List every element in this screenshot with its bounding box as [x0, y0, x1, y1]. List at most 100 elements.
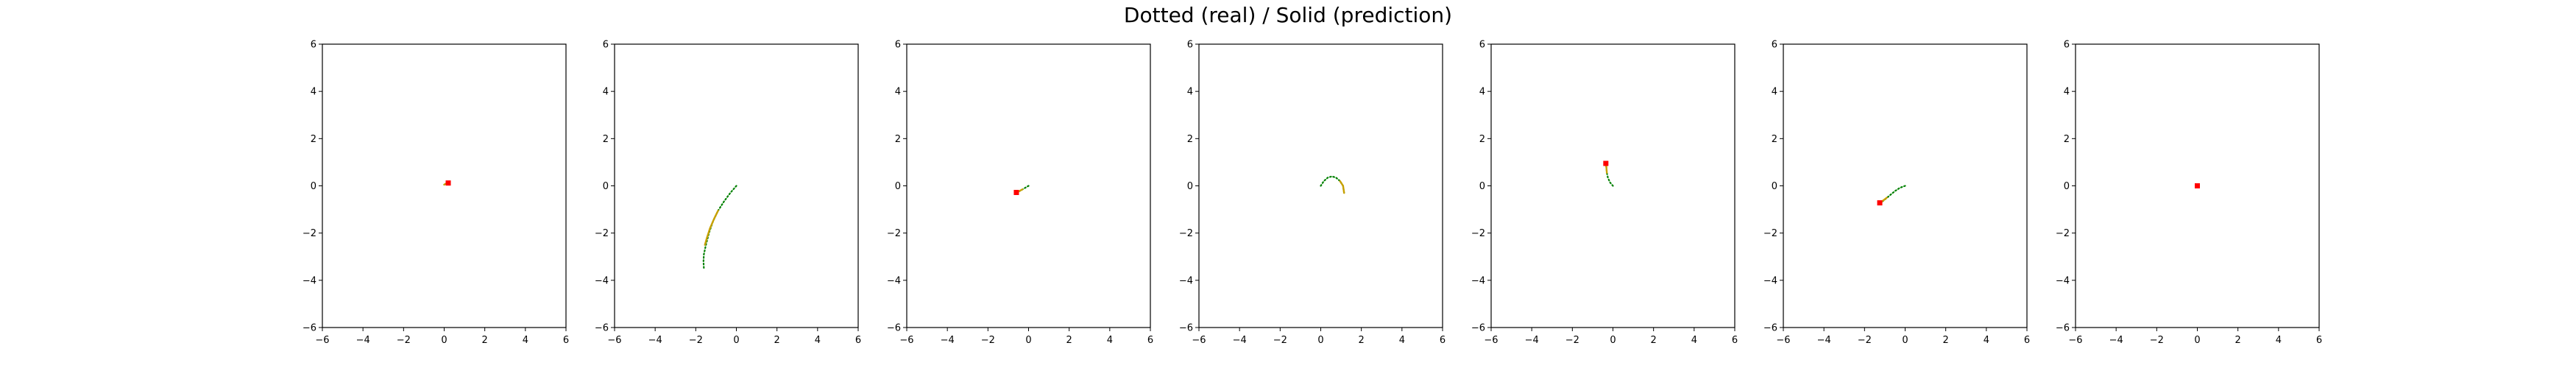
y-tick-label: 4: [2064, 87, 2070, 98]
y-tick-label: −4: [887, 275, 901, 286]
y-tick-label: −4: [595, 275, 609, 286]
x-tick-label: −4: [941, 335, 955, 346]
x-tick-label: 6: [1732, 335, 1738, 346]
y-tick-label: 6: [1772, 40, 1777, 51]
y-tick-label: 4: [1479, 87, 1485, 98]
x-tick-label: 0: [733, 335, 739, 346]
x-tick-label: 0: [2194, 335, 2200, 346]
x-tick-label: 2: [1651, 335, 1657, 346]
x-tick-label: 4: [2276, 335, 2282, 346]
subplot-1: −6 −4 −2 0 2 4 6 −6 −4 −2 0 2 4 6: [302, 40, 569, 347]
x-tick-label: −2: [397, 335, 411, 346]
y-tick-label: −6: [1179, 323, 1193, 334]
y-tick-label: −6: [1471, 323, 1485, 334]
x-tick-label: 6: [1440, 335, 1446, 346]
y-tick-label: 2: [2064, 134, 2070, 145]
y-tick-label: 4: [603, 87, 609, 98]
x-tick-label: 0: [1025, 335, 1031, 346]
x-tick-label: 2: [1359, 335, 1365, 346]
y-tick-label: −6: [302, 323, 316, 334]
y-tick-label: −4: [1179, 275, 1193, 286]
x-tick-label: −2: [2150, 335, 2164, 346]
real-trajectory-line: [702, 185, 737, 269]
x-tick-label: 4: [1107, 335, 1113, 346]
y-tick-label: 4: [1187, 87, 1193, 98]
y-tick-label: 4: [311, 87, 316, 98]
subplot-2: −6 −4 −2 0 2 4 6 −6 −4 −2 0 2 4 6: [595, 40, 861, 347]
x-tick-label: 6: [2024, 335, 2030, 346]
y-tick-label: −2: [2056, 228, 2070, 239]
y-tick-label: 0: [1479, 181, 1485, 192]
x-tick-label: −4: [648, 335, 662, 346]
x-tick-label: 2: [1066, 335, 1072, 346]
y-tick-label: −6: [2056, 323, 2070, 334]
x-tick-label: 0: [441, 335, 447, 346]
y-tick-label: 2: [1187, 134, 1193, 145]
subplot-3: −6 −4 −2 0 2 4 6 −6 −4 −2 0 2 4 6: [887, 40, 1153, 347]
predicted-trajectory-line: [1339, 180, 1345, 194]
y-tick-label: −6: [1763, 323, 1777, 334]
x-tick-label: −6: [1192, 335, 1206, 346]
y-tick-label: 2: [603, 134, 609, 145]
x-tick-label: 2: [774, 335, 780, 346]
y-tick-label: 2: [1479, 134, 1485, 145]
subplot-5: −6 −4 −2 0 2 4 6 −6 −4 −2 0 2 4 6: [1471, 40, 1738, 347]
x-tick-label: −2: [1858, 335, 1872, 346]
x-tick-label: 4: [1691, 335, 1697, 346]
x-tick-label: −4: [1233, 335, 1247, 346]
y-tick-label: 0: [311, 181, 316, 192]
x-tick-label: 4: [815, 335, 821, 346]
y-tick-label: 0: [895, 181, 901, 192]
y-tick-label: 0: [2064, 181, 2070, 192]
x-tick-label: 2: [482, 335, 488, 346]
x-tick-label: −6: [1776, 335, 1790, 346]
x-tick-label: −6: [2068, 335, 2082, 346]
y-tick-label: 4: [1772, 87, 1777, 98]
x-tick-label: −2: [689, 335, 703, 346]
position-marker: [1013, 189, 1019, 195]
y-tick-label: 6: [1479, 40, 1485, 51]
y-tick-label: 0: [1772, 181, 1777, 192]
x-tick-label: 4: [1399, 335, 1405, 346]
y-tick-label: 0: [1187, 181, 1193, 192]
y-tick-label: −4: [1471, 275, 1485, 286]
position-marker: [1603, 160, 1609, 166]
y-tick-label: −2: [595, 228, 609, 239]
x-tick-label: 0: [1610, 335, 1616, 346]
x-tick-label: −6: [315, 335, 329, 346]
axes-frame: [322, 43, 567, 328]
x-tick-label: 6: [563, 335, 569, 346]
x-tick-label: 0: [1317, 335, 1323, 346]
y-tick-label: 6: [895, 40, 901, 51]
x-tick-label: −2: [1273, 335, 1287, 346]
y-tick-label: −6: [887, 323, 901, 334]
x-tick-label: 6: [1147, 335, 1153, 346]
x-tick-label: 4: [1984, 335, 1989, 346]
y-tick-label: 4: [895, 87, 901, 98]
y-tick-label: 2: [311, 134, 316, 145]
subplot-6: −6 −4 −2 0 2 4 6 −6 −4 −2 0 2 4 6: [1763, 40, 2030, 347]
x-tick-label: −4: [1817, 335, 1831, 346]
y-tick-label: −2: [887, 228, 901, 239]
y-tick-label: −2: [302, 228, 316, 239]
x-tick-label: −6: [607, 335, 621, 346]
x-tick-label: −6: [1484, 335, 1498, 346]
y-tick-label: 6: [311, 40, 316, 51]
x-tick-label: 4: [523, 335, 528, 346]
y-tick-label: −4: [1763, 275, 1777, 286]
x-tick-label: 2: [1943, 335, 1949, 346]
figure-title: Dotted (real) / Solid (prediction): [1123, 3, 1453, 27]
x-tick-label: −4: [1525, 335, 1539, 346]
y-tick-label: 2: [1772, 134, 1777, 145]
x-tick-label: −6: [899, 335, 913, 346]
y-tick-label: −4: [2056, 275, 2070, 286]
y-tick-label: −2: [1763, 228, 1777, 239]
y-tick-label: −4: [302, 275, 316, 286]
y-tick-label: −2: [1179, 228, 1193, 239]
y-tick-label: −6: [595, 323, 609, 334]
x-tick-label: −2: [1565, 335, 1579, 346]
y-tick-label: 6: [1187, 40, 1193, 51]
x-tick-label: −4: [2109, 335, 2123, 346]
position-marker: [1877, 200, 1883, 206]
